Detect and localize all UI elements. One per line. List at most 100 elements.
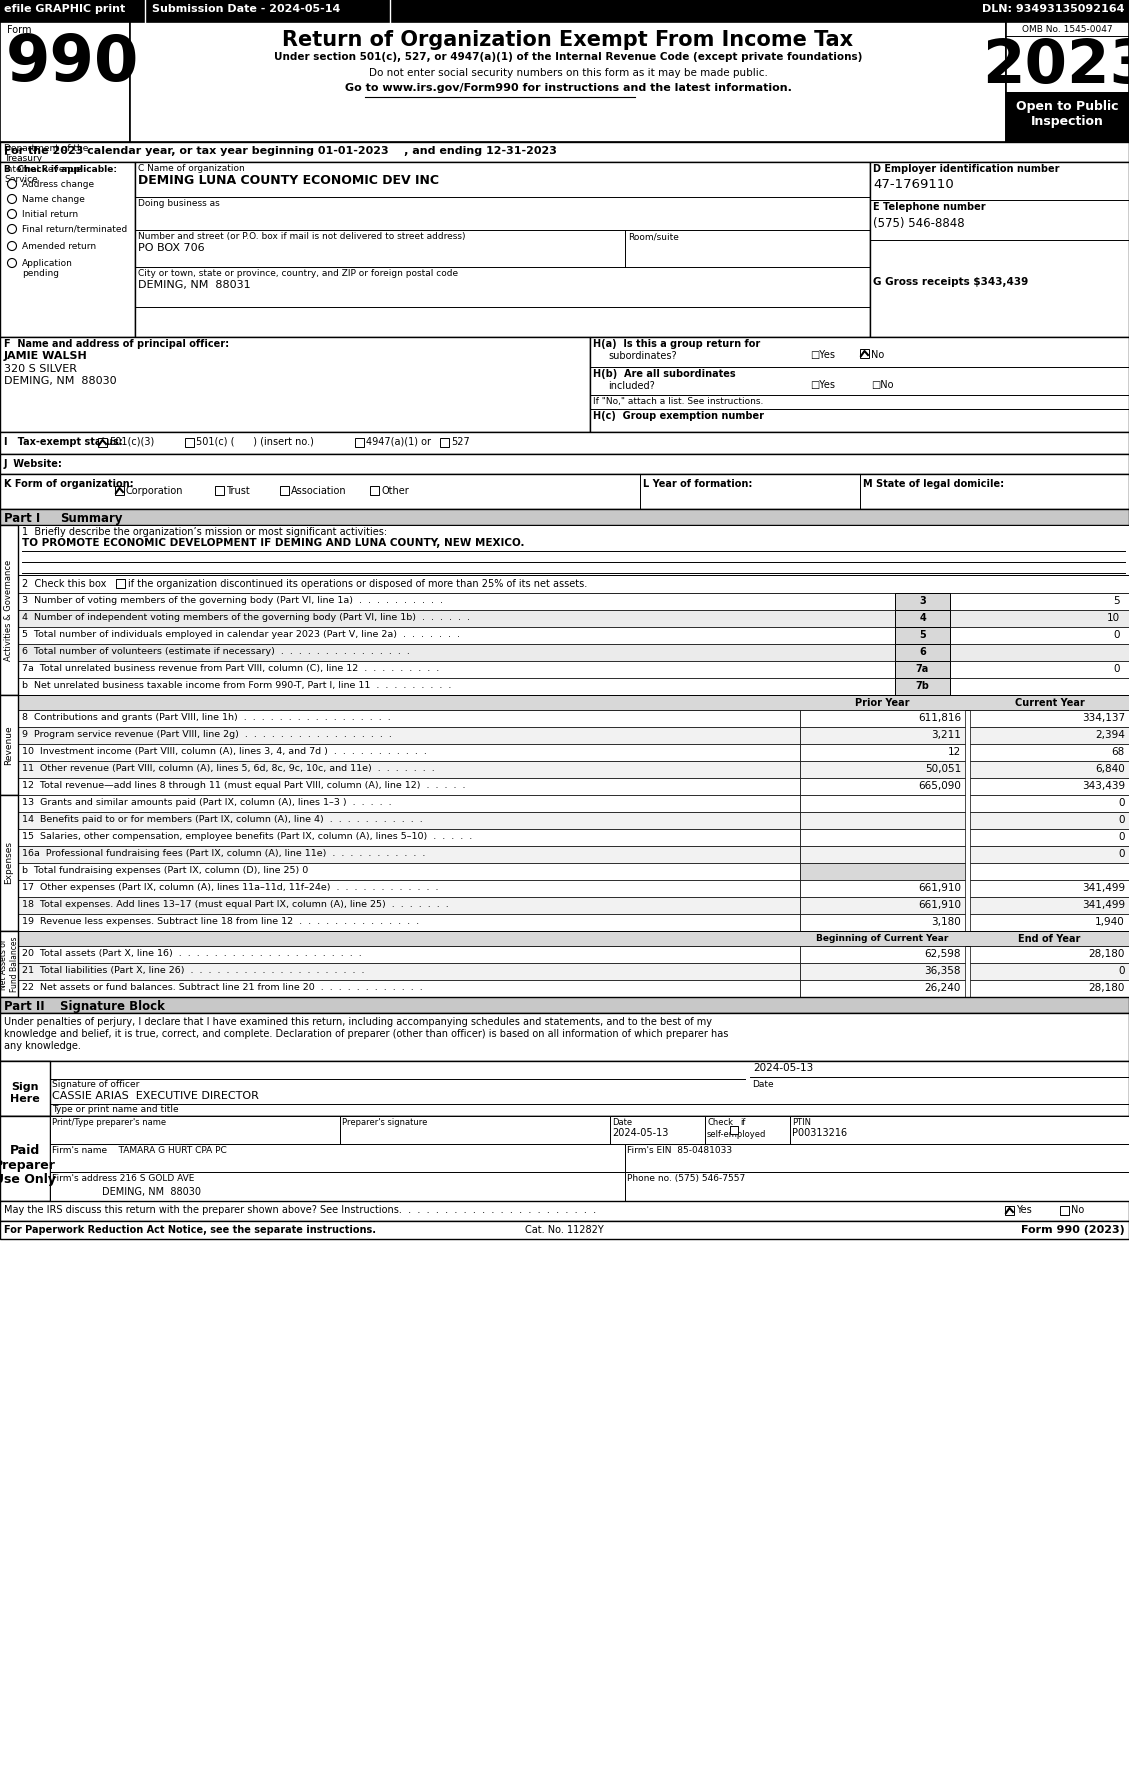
Text: DEMING, NM  88030: DEMING, NM 88030 (52, 1187, 201, 1197)
Bar (0, 1116, 50, 1201)
Text: 320 S SILVER: 320 S SILVER (5, 364, 77, 374)
Text: K Form of organization:: K Form of organization: (5, 479, 133, 489)
Text: 2024-05-13: 2024-05-13 (612, 1128, 668, 1137)
Bar (18, 812, 800, 828)
Bar (895, 627, 949, 645)
Text: Firm's address 216 S GOLD AVE: Firm's address 216 S GOLD AVE (52, 1174, 194, 1183)
Text: Amended return: Amended return (21, 242, 96, 251)
Text: Date: Date (752, 1081, 773, 1090)
Bar (800, 710, 965, 728)
Text: Go to www.irs.gov/Form990 for instructions and the latest information.: Go to www.irs.gov/Form990 for instructio… (344, 83, 791, 94)
Text: Expenses: Expenses (5, 842, 14, 885)
Bar (18, 962, 800, 980)
Text: P00313216: P00313216 (793, 1128, 847, 1137)
Text: 8  Contributions and grants (Part VIII, line 1h)  .  .  .  .  .  .  .  .  .  .  : 8 Contributions and grants (Part VIII, l… (21, 713, 391, 722)
Bar (970, 743, 1129, 761)
Bar (18, 864, 800, 879)
Text: City or town, state or province, country, and ZIP or foreign postal code: City or town, state or province, country… (138, 268, 458, 277)
Text: 7a: 7a (916, 664, 929, 675)
Text: 0: 0 (1113, 630, 1120, 639)
Circle shape (8, 258, 17, 267)
Bar (18, 525, 1129, 576)
Text: H(a)  Is this a group return for: H(a) Is this a group return for (593, 339, 760, 350)
Bar (18, 710, 800, 728)
Text: Address change: Address change (21, 180, 94, 189)
Text: Association: Association (291, 486, 347, 496)
Bar (0, 433, 1129, 454)
Text: Revenue: Revenue (5, 726, 14, 765)
Bar (860, 350, 869, 358)
Text: No: No (870, 350, 884, 360)
Bar (18, 931, 1129, 947)
Text: 527: 527 (450, 436, 470, 447)
Text: If "No," attach a list. See instructions.: If "No," attach a list. See instructions… (593, 397, 763, 406)
Bar (18, 980, 800, 998)
Text: Initial return: Initial return (21, 210, 78, 219)
Text: included?: included? (609, 381, 655, 390)
Text: □Yes: □Yes (809, 380, 835, 390)
Text: Trust: Trust (226, 486, 250, 496)
Bar (18, 576, 1129, 593)
Bar (1005, 1206, 1014, 1215)
Text: 9  Program service revenue (Part VIII, line 2g)  .  .  .  .  .  .  .  .  .  .  .: 9 Program service revenue (Part VIII, li… (21, 729, 392, 738)
Bar (135, 162, 870, 337)
Text: 26,240: 26,240 (925, 984, 961, 992)
Bar (970, 864, 1129, 879)
Text: b  Net unrelated business taxable income from Form 990-T, Part I, line 11  .  . : b Net unrelated business taxable income … (21, 682, 452, 691)
Text: J  Website:: J Website: (5, 459, 63, 470)
Circle shape (8, 210, 17, 219)
Bar (18, 828, 800, 846)
Text: 19  Revenue less expenses. Subtract line 18 from line 12  .  .  .  .  .  .  .  .: 19 Revenue less expenses. Subtract line … (21, 917, 419, 925)
Text: E Telephone number: E Telephone number (873, 201, 986, 212)
Bar (280, 486, 289, 494)
Text: 12: 12 (947, 747, 961, 758)
Bar (18, 696, 1129, 710)
Bar (970, 812, 1129, 828)
Bar (215, 486, 224, 494)
Bar (895, 593, 949, 609)
Text: 13  Grants and similar amounts paid (Part IX, column (A), lines 1–3 )  .  .  .  : 13 Grants and similar amounts paid (Part… (21, 798, 392, 807)
Bar (1060, 1206, 1069, 1215)
Text: 990: 990 (6, 32, 139, 94)
Bar (0, 337, 590, 433)
Bar (18, 743, 800, 761)
Text: 1,940: 1,940 (1095, 917, 1124, 927)
Bar (895, 660, 949, 678)
Bar (18, 846, 800, 864)
Bar (970, 962, 1129, 980)
Text: pending: pending (21, 268, 59, 277)
Bar (50, 1116, 340, 1144)
Bar (0, 525, 18, 696)
Text: 10  Investment income (Part VIII, column (A), lines 3, 4, and 7d )  .  .  .  .  : 10 Investment income (Part VIII, column … (21, 747, 427, 756)
Text: 68: 68 (1112, 747, 1124, 758)
Text: Open to Public
Inspection: Open to Public Inspection (1016, 101, 1118, 127)
Text: May the IRS discuss this return with the preparer shown above? See Instructions.: May the IRS discuss this return with the… (5, 1204, 596, 1215)
Bar (800, 897, 965, 915)
Bar (0, 1061, 50, 1116)
Text: 3,180: 3,180 (931, 917, 961, 927)
Bar (625, 1173, 1129, 1201)
Bar (790, 1116, 1129, 1144)
Text: □Yes: □Yes (809, 350, 835, 360)
Bar (0, 473, 1129, 509)
Text: 3  Number of voting members of the governing body (Part VI, line 1a)  .  .  .  .: 3 Number of voting members of the govern… (21, 595, 443, 606)
Bar (800, 915, 965, 931)
Text: 0: 0 (1119, 966, 1124, 977)
Text: M State of legal domicile:: M State of legal domicile: (863, 479, 1004, 489)
Text: D Employer identification number: D Employer identification number (873, 164, 1059, 175)
Bar (800, 864, 965, 879)
Text: 0: 0 (1113, 664, 1120, 675)
Text: 22  Net assets or fund balances. Subtract line 21 from line 20  .  .  .  .  .  .: 22 Net assets or fund balances. Subtract… (21, 984, 422, 992)
Bar (870, 162, 1129, 337)
Text: C Name of organization: C Name of organization (138, 164, 245, 173)
Bar (800, 795, 965, 812)
Bar (800, 846, 965, 864)
Bar (18, 627, 1129, 645)
Bar (970, 846, 1129, 864)
Text: efile GRAPHIC print: efile GRAPHIC print (5, 4, 125, 14)
Bar (970, 828, 1129, 846)
Text: Form: Form (7, 25, 32, 35)
Bar (18, 761, 800, 779)
Text: 62,598: 62,598 (925, 948, 961, 959)
Text: 6  Total number of volunteers (estimate if necessary)  .  .  .  .  .  .  .  .  .: 6 Total number of volunteers (estimate i… (21, 646, 410, 655)
